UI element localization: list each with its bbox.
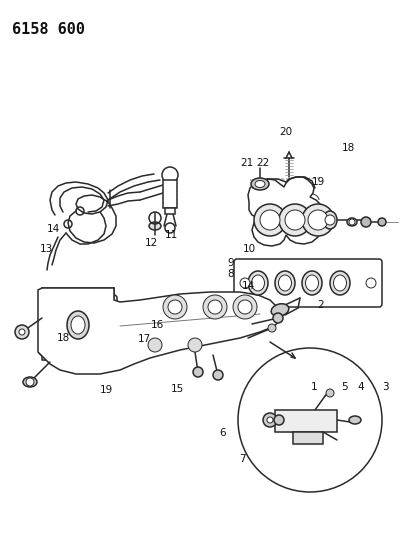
Ellipse shape <box>255 181 265 188</box>
Text: 5: 5 <box>341 382 348 392</box>
Ellipse shape <box>323 211 337 229</box>
Text: 19: 19 <box>312 177 325 187</box>
Polygon shape <box>248 177 320 246</box>
Circle shape <box>308 210 328 230</box>
Ellipse shape <box>349 416 361 424</box>
Ellipse shape <box>333 275 346 291</box>
Text: 19: 19 <box>100 385 113 395</box>
Circle shape <box>349 219 355 225</box>
Ellipse shape <box>251 178 269 190</box>
Ellipse shape <box>306 275 319 291</box>
Circle shape <box>26 378 34 386</box>
Circle shape <box>378 218 386 226</box>
Circle shape <box>238 300 252 314</box>
Text: 3: 3 <box>382 382 389 392</box>
Circle shape <box>366 278 376 288</box>
Text: 12: 12 <box>144 238 157 247</box>
Text: 6158 600: 6158 600 <box>12 22 85 37</box>
Circle shape <box>163 295 187 319</box>
Circle shape <box>279 204 311 236</box>
Text: 18: 18 <box>342 143 355 152</box>
Text: 8: 8 <box>227 269 234 279</box>
Circle shape <box>273 313 283 323</box>
Text: 9: 9 <box>227 259 234 268</box>
Circle shape <box>268 324 276 332</box>
Text: 21: 21 <box>240 158 253 167</box>
Ellipse shape <box>23 377 37 387</box>
Ellipse shape <box>279 275 291 291</box>
Circle shape <box>193 367 203 377</box>
FancyBboxPatch shape <box>39 295 117 355</box>
Circle shape <box>203 295 227 319</box>
Circle shape <box>168 300 182 314</box>
Text: 16: 16 <box>151 320 164 330</box>
Circle shape <box>285 210 305 230</box>
Ellipse shape <box>275 271 295 295</box>
Text: 15: 15 <box>171 384 184 394</box>
FancyBboxPatch shape <box>234 259 382 307</box>
Circle shape <box>148 338 162 352</box>
Ellipse shape <box>347 218 357 226</box>
Text: 2: 2 <box>317 300 324 310</box>
Circle shape <box>325 215 335 225</box>
Text: 13: 13 <box>40 245 53 254</box>
Bar <box>165 208 175 214</box>
Text: 17: 17 <box>138 334 151 344</box>
Circle shape <box>208 300 222 314</box>
Circle shape <box>213 370 223 380</box>
Circle shape <box>361 217 371 227</box>
Bar <box>163 180 177 208</box>
Ellipse shape <box>71 316 85 334</box>
Circle shape <box>302 204 334 236</box>
Ellipse shape <box>149 222 161 230</box>
Text: 4: 4 <box>358 382 364 392</box>
Circle shape <box>274 415 284 425</box>
Bar <box>275 410 337 432</box>
Circle shape <box>188 338 202 352</box>
Text: 10: 10 <box>242 245 255 254</box>
Ellipse shape <box>271 304 289 316</box>
Circle shape <box>326 389 334 397</box>
Text: 18: 18 <box>57 333 70 343</box>
Bar <box>293 432 323 444</box>
Ellipse shape <box>67 311 89 339</box>
Text: 14: 14 <box>242 281 255 291</box>
Text: 20: 20 <box>279 127 292 137</box>
Circle shape <box>263 413 277 427</box>
Text: 1: 1 <box>311 382 317 392</box>
Circle shape <box>260 210 280 230</box>
Text: 14: 14 <box>47 224 60 234</box>
Ellipse shape <box>302 271 322 295</box>
Circle shape <box>233 295 257 319</box>
Circle shape <box>15 325 29 339</box>
Circle shape <box>19 329 25 335</box>
Circle shape <box>254 204 286 236</box>
Circle shape <box>267 417 273 423</box>
Ellipse shape <box>251 275 264 291</box>
Ellipse shape <box>330 271 350 295</box>
Text: 6: 6 <box>219 428 226 438</box>
Circle shape <box>240 278 250 288</box>
Ellipse shape <box>248 271 268 295</box>
Text: 11: 11 <box>165 230 178 239</box>
Text: 7: 7 <box>239 455 246 464</box>
Polygon shape <box>38 288 280 374</box>
Text: 22: 22 <box>257 158 270 167</box>
